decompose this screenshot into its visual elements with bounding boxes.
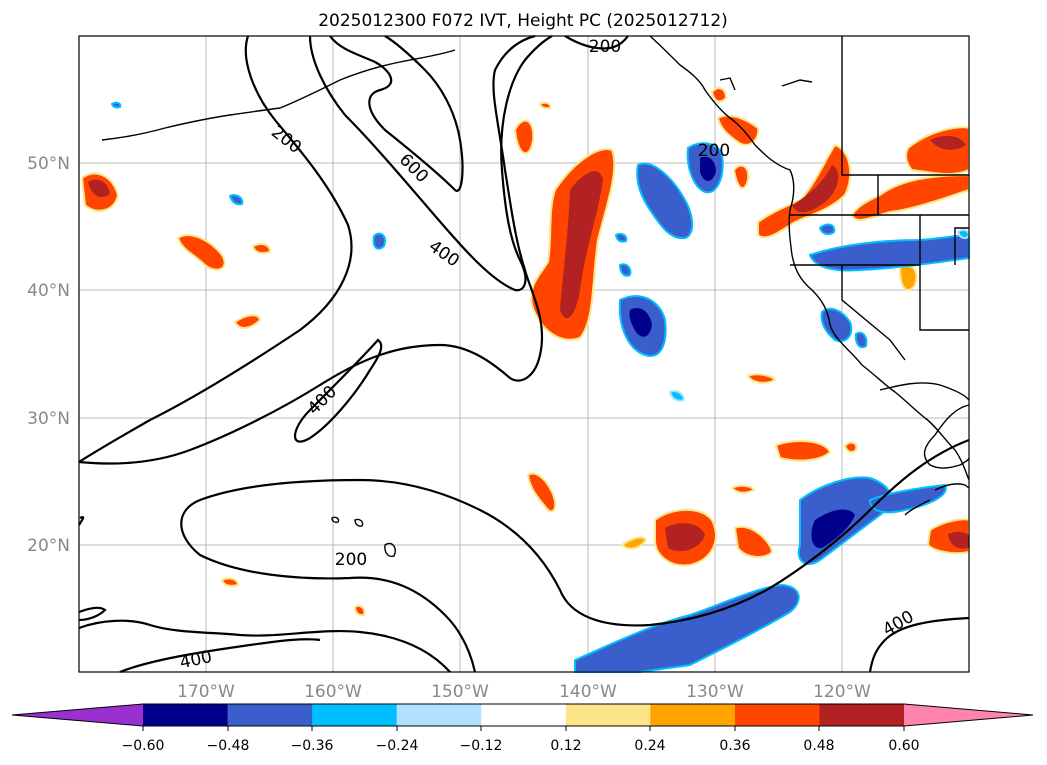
colorbar-segment [650,704,736,726]
lat-label: 30°N [27,409,70,429]
colorbar-extend-high [904,704,1033,726]
colorbar-tick-label: 0.36 [719,738,750,754]
contour-label: 200 [698,141,730,161]
colorbar-tick-label: −0.36 [291,738,334,754]
colorbar-segment [734,704,820,726]
colorbar-ticks [142,726,905,731]
latitude-labels: 50°N 40°N 30°N 20°N [27,154,70,556]
colorbar-tick-label: −0.12 [460,738,503,754]
colorbar-segment [481,704,567,726]
figure-title: 2025012300 F072 IVT, Height PC (20250127… [318,11,728,31]
colorbar-segment [143,704,229,726]
map-panel: 200 600 400 200 400 200 400 400 200 [78,34,971,674]
map-frame [78,35,970,673]
colorbar-tick-labels: −0.60 −0.48 −0.36 −0.24 −0.12 0.12 0.24 … [122,738,920,754]
colorbar: −0.60 −0.48 −0.36 −0.24 −0.12 0.12 0.24 … [11,703,1034,754]
lat-label: 40°N [27,281,70,301]
colorbar-extend-low [12,704,143,726]
colorbar-tick-label: 0.60 [888,738,919,754]
colorbar-tick-label: 0.12 [550,738,581,754]
colorbar-segment [312,704,398,726]
contour-label: 200 [589,37,621,57]
negative-anomaly-shading [110,101,971,673]
colorbar-tick-label: 0.24 [634,738,665,754]
height-contours [78,34,970,674]
colorbar-tick-label: −0.60 [122,738,165,754]
colorbar-tick-label: 0.48 [803,738,834,754]
contour-label: 200 [335,550,367,570]
lat-label: 50°N [27,154,70,174]
colorbar-segment [227,704,313,726]
colorbar-tick-label: −0.24 [376,738,419,754]
lat-label: 20°N [27,536,70,556]
colorbar-segment [565,704,651,726]
coastlines [101,35,970,558]
longitude-labels: 170°W 160°W 150°W 140°W 130°W 120°W [177,682,871,702]
lon-label: 160°W [304,682,362,702]
colorbar-segments [12,704,1033,726]
lon-label: 140°W [559,682,617,702]
lon-label: 170°W [177,682,235,702]
positive-anomaly-shading [80,87,970,617]
colorbar-segment [396,704,482,726]
lon-label: 120°W [813,682,871,702]
lon-label: 150°W [431,682,489,702]
colorbar-segment [819,704,905,726]
lon-label: 130°W [686,682,744,702]
colorbar-tick-label: −0.48 [207,738,250,754]
